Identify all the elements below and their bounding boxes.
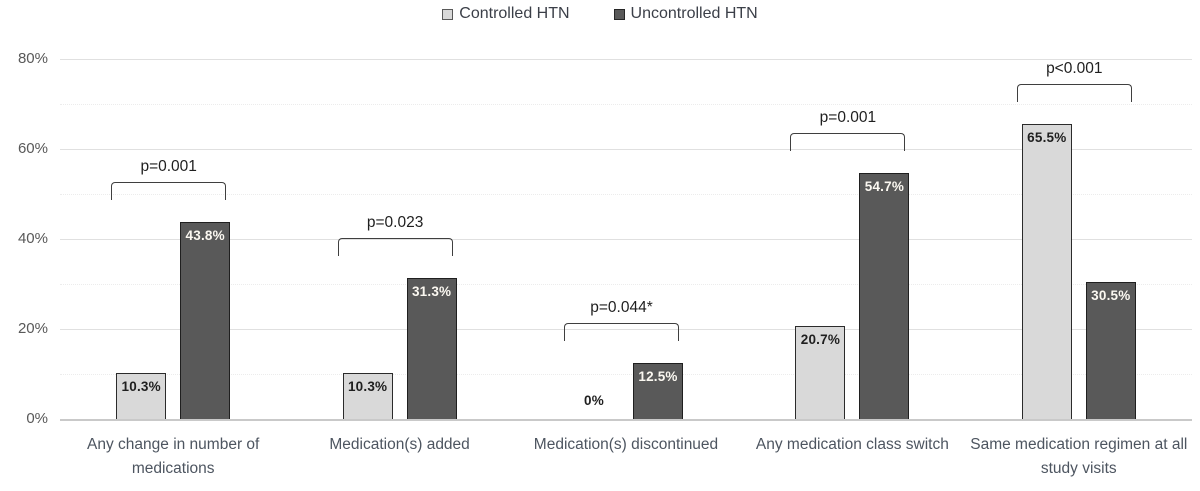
legend-swatch-uncontrolled-icon [613,8,625,20]
bar-uncontrolled [180,221,231,419]
gridline-80 [60,59,1192,60]
p-value-label: p=0.044* [590,298,653,316]
bar-value-label: 30.5% [1091,287,1131,303]
bar-controlled [342,372,393,419]
bar-controlled [795,325,846,419]
bar-value-label: 54.7% [864,178,905,194]
bar-value-label: 10.3% [347,378,388,394]
bar-value-label: 65.5% [1027,130,1067,146]
y-tick-label: 20% [17,320,48,337]
gridline-30 [60,284,1192,285]
bar-value-label: 0% [584,393,604,408]
x-category-label: Medication(s) discontinued [533,436,719,453]
x-category-label: Medication(s) added [329,436,470,453]
significance-bracket [1016,84,1132,103]
bar-controlled [1021,124,1072,419]
p-value-label: p=0.001 [140,157,197,175]
bar-value-label: 31.3% [411,284,452,300]
chart-legend: Controlled HTN Uncontrolled HTN [0,5,1200,23]
bar-uncontrolled [633,362,683,419]
y-tick-label: 60% [17,140,48,157]
significance-bracket [111,181,227,200]
bar-value-label: 10.3% [121,378,161,394]
p-value-label: p=0.001 [819,108,877,126]
bar-value-label: 20.7% [800,331,841,347]
significance-bracket [790,132,906,151]
x-category-label: Any medication class switch [755,436,949,453]
legend-swatch-controlled-icon [442,8,454,20]
bar-value-label: 43.8% [185,227,225,243]
bar-uncontrolled [1085,281,1136,419]
gridline-40 [60,239,1192,240]
bar-controlled [116,372,167,419]
legend-label-uncontrolled: Uncontrolled HTN [630,5,758,22]
gridline-20 [60,329,1192,330]
bar-uncontrolled [859,172,910,419]
significance-bracket [337,238,453,257]
bar-uncontrolled [406,278,457,419]
gridline-70 [60,104,1192,105]
significance-bracket [564,322,679,341]
p-value-label: p<0.001 [1046,60,1103,78]
x-category-label: Any change in number of medications [87,436,260,477]
gridline-60 [60,149,1192,150]
x-category-label: Same medication regimen at all study vis… [970,436,1188,477]
legend-label-controlled: Controlled HTN [459,5,570,22]
legend-item-uncontrolled-htn: Uncontrolled HTN [613,5,758,23]
gridline-50 [60,194,1192,195]
legend-item-controlled-htn: Controlled HTN [442,5,570,23]
y-tick-label: 0% [26,410,48,427]
p-value-label: p=0.023 [366,214,424,232]
x-axis-line [60,419,1192,421]
y-tick-label: 40% [17,230,48,247]
gridline-10 [60,374,1192,375]
bar-value-label: 12.5% [638,368,678,384]
y-tick-label: 80% [17,50,48,67]
